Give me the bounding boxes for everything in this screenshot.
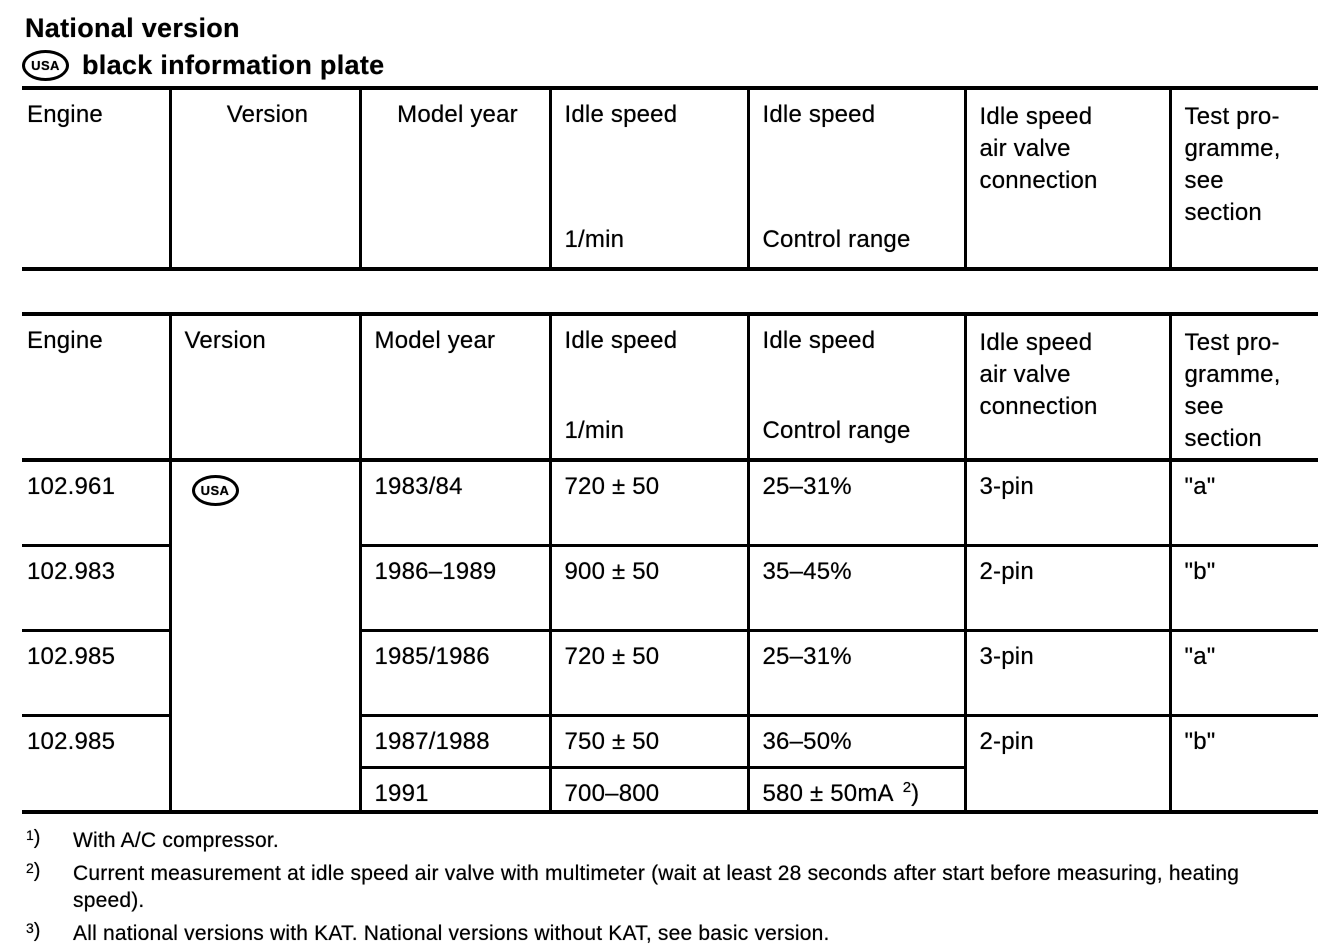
idle-speed-label: Idle speed <box>564 101 678 128</box>
cell-model-year: 1983/84 <box>358 458 550 545</box>
page-subtitle: black information plate <box>82 50 385 80</box>
cell-valve-connection: 2-pin <box>963 543 1170 630</box>
col-header-idle-speed: Idle speed 1/min <box>548 88 748 269</box>
cell-test-programme: "b" <box>1168 543 1318 630</box>
cell-control-range: 580 ± 50mA 2) <box>746 765 965 812</box>
footnote-marker-paren: ) <box>33 860 41 882</box>
cell-test-programme: "a" <box>1168 628 1318 715</box>
control-range-label: Idle speed <box>762 327 876 354</box>
table-row: 102.961 USA 1983/84 720 ± 50 25–31% 3-pi… <box>22 458 1318 812</box>
col-header-version: Version <box>168 88 360 269</box>
cell-engine: 102.985 <box>22 713 170 812</box>
table-row: 102.985 1985/1986 720 ± 50 25–31% 3-pin … <box>22 628 1318 715</box>
footnote-marker-sup: 1 <box>26 827 34 843</box>
table-row: 102.985 1987/1988 750 ± 50 36–50% 2-pin … <box>22 713 1318 812</box>
footnote-2: 2) Current measurement at idle speed air… <box>22 860 1312 914</box>
cell-valve-connection: 3-pin <box>963 458 1170 545</box>
cell-control-range: 36–50% <box>746 713 965 767</box>
control-range-sub: Control range <box>762 226 911 253</box>
page-title: National version <box>25 13 240 43</box>
cell-model-year: 1991 <box>358 765 550 812</box>
col-header-air-valve: Idle speed air valve connection <box>963 88 1170 269</box>
cell-test-programme: "a" <box>1168 458 1318 545</box>
footnote-marker: 2) <box>22 860 73 914</box>
cell-valve-connection: 3-pin <box>963 628 1170 715</box>
cell-engine: 102.961 <box>22 458 170 545</box>
col-header-model-year: Model year <box>358 88 550 269</box>
control-range-sub: Control range <box>762 417 911 444</box>
idle-speed-label: Idle speed <box>564 327 678 354</box>
table-header-row: Engine Version Model year Idle speed 1/m… <box>22 88 1318 269</box>
col-header-test-programme: Test pro- gramme, see section <box>1168 314 1318 462</box>
footnote-ref-paren: ) <box>911 779 920 807</box>
col-header-engine: Engine <box>27 101 103 128</box>
control-range-label: Idle speed <box>762 101 876 128</box>
cell-test-programme: "b" <box>1168 713 1318 812</box>
control-range-value: 580 ± 50mA <box>762 779 894 807</box>
col-header-model-year: Model year <box>358 314 550 462</box>
col-header-control-range: Idle speed Control range <box>746 88 965 269</box>
idle-speed-unit: 1/min <box>564 226 625 253</box>
cell-version: USA <box>168 458 360 812</box>
cell-idle-speed: 700–800 <box>548 765 748 812</box>
cell-idle-speed: 720 ± 50 <box>548 458 748 545</box>
table-header-row: Engine Version Model year Idle speed 1/m… <box>22 314 1318 462</box>
cell-idle-speed: 750 ± 50 <box>548 713 748 767</box>
cell-idle-speed: 900 ± 50 <box>548 543 748 630</box>
cell-idle-speed: 720 ± 50 <box>548 628 748 715</box>
cell-model-year: 1985/1986 <box>358 628 550 715</box>
col-header-version: Version <box>168 314 360 462</box>
cell-engine: 102.983 <box>22 543 170 630</box>
cell-model-year: 1987/1988 <box>358 713 550 767</box>
footnote-marker: 1) <box>22 827 73 854</box>
usa-badge-icon: USA <box>22 50 69 81</box>
col-header-test-programme: Test pro- gramme, see section <box>1168 88 1318 269</box>
cell-control-range: 25–31% <box>746 628 965 715</box>
col-header-engine: Engine <box>22 314 170 462</box>
footnote-marker-sup: 2 <box>26 860 34 876</box>
footnotes-section: 1) With A/C compressor. 2) Current measu… <box>22 827 1312 947</box>
footnote-3: 3) All national versions with KAT. Natio… <box>22 920 1312 947</box>
footnote-marker-sup: 3 <box>26 920 34 936</box>
cell-valve-connection: 2-pin <box>963 713 1170 812</box>
cell-control-range: 25–31% <box>746 458 965 545</box>
col-header-idle-speed: Idle speed 1/min <box>548 314 748 462</box>
col-header-air-valve: Idle speed air valve connection <box>963 314 1170 462</box>
cell-control-range: 35–45% <box>746 543 965 630</box>
spec-table-header-only: Engine Version Model year Idle speed 1/m… <box>22 86 1318 271</box>
footnote-marker-paren: ) <box>33 920 41 942</box>
table-row: 1991 700–800 580 ± 50mA 2) <box>22 765 1318 812</box>
spec-table: Engine Version Model year Idle speed 1/m… <box>22 312 1318 814</box>
footnote-marker: 3) <box>22 920 73 947</box>
footnote-ref-2: 2 <box>902 778 912 796</box>
usa-badge-icon: USA <box>191 475 239 506</box>
table-row: 102.983 1986–1989 900 ± 50 35–45% 2-pin … <box>22 543 1318 630</box>
footnote-text: All national versions with KAT. National… <box>73 922 830 945</box>
table-gap <box>22 271 1320 312</box>
footnote-text: With A/C compressor. <box>73 829 279 852</box>
footnote-marker-paren: ) <box>33 827 41 849</box>
idle-speed-unit: 1/min <box>564 417 625 444</box>
cell-model-year: 1986–1989 <box>358 543 550 630</box>
subtitle-row: USA black information plate <box>22 49 1320 82</box>
col-header-control-range: Idle speed Control range <box>746 314 965 462</box>
footnote-1: 1) With A/C compressor. <box>22 827 1312 854</box>
footnote-text: Current measurement at idle speed air va… <box>73 862 1240 912</box>
cell-engine: 102.985 <box>22 628 170 715</box>
